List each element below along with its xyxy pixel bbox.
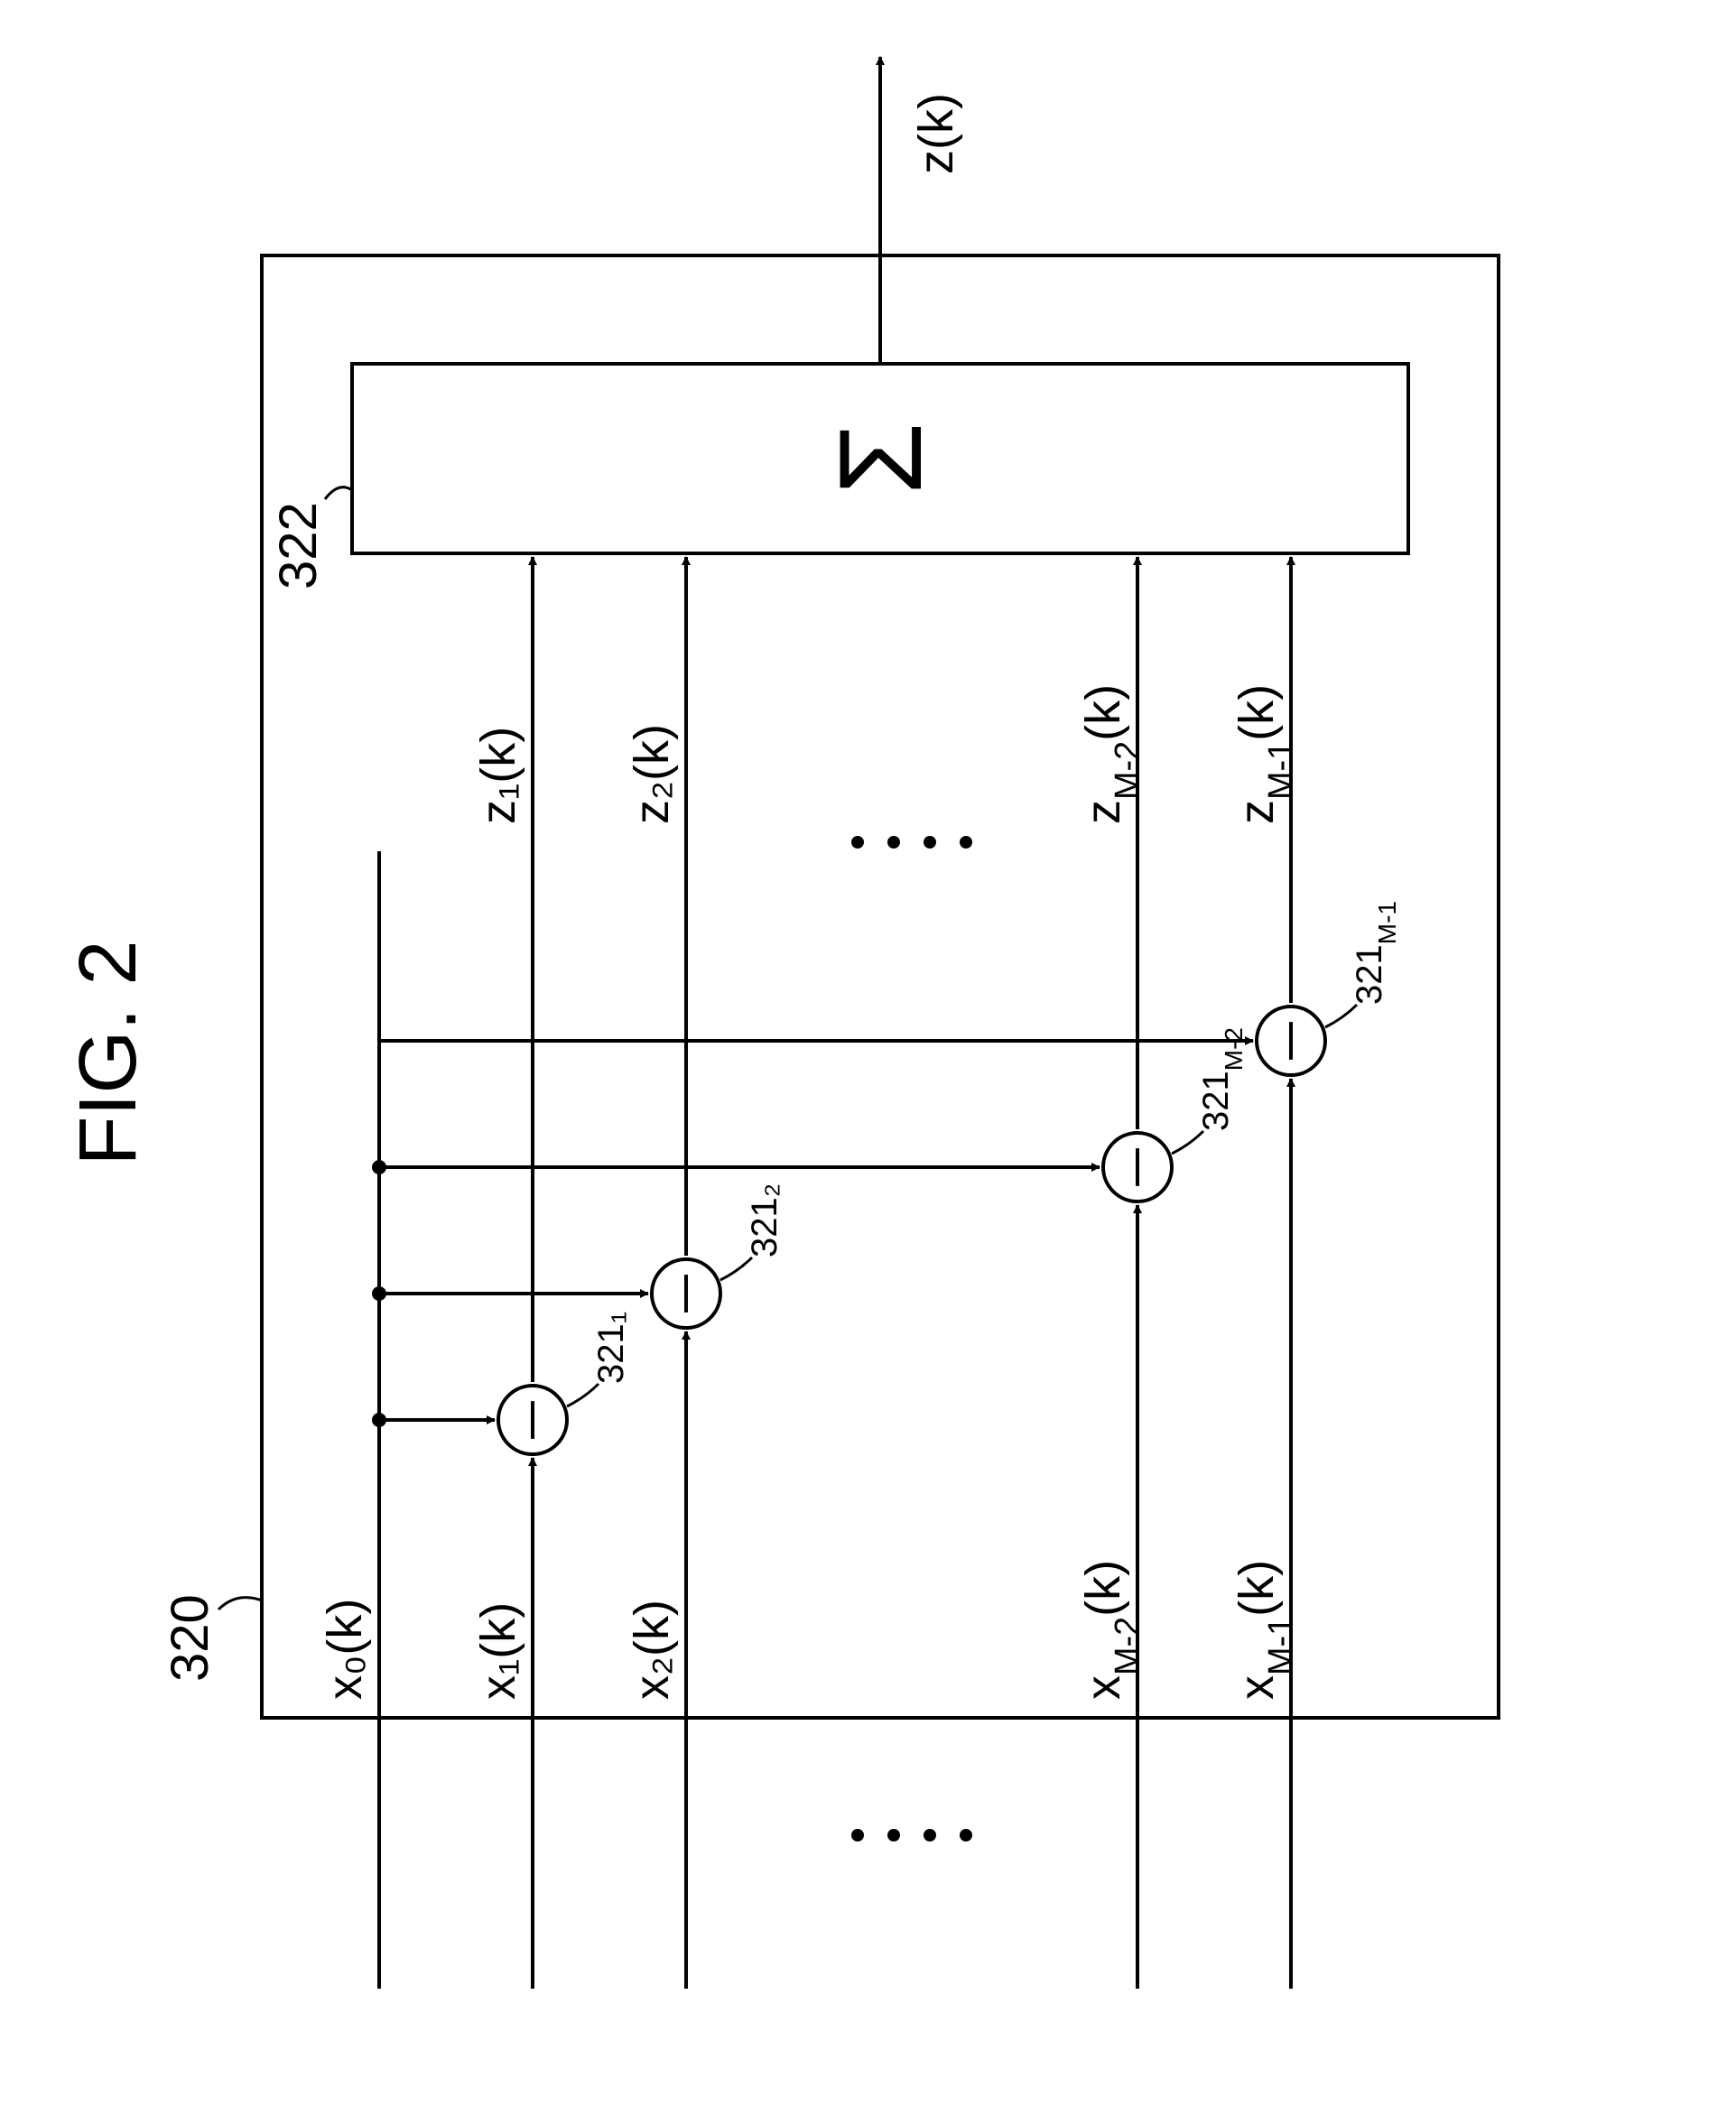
- diagram-stage: 320Σ322FIG. 2x₀(k)x₁(k)x₂(k)xM-2(k)xM-1(…: [0, 0, 1736, 2106]
- svg-text:FIG. 2: FIG. 2: [63, 940, 153, 1165]
- svg-text:321M-2: 321M-2: [1196, 1027, 1248, 1131]
- svg-text:z(k): z(k): [909, 93, 963, 174]
- svg-text:x₀(k): x₀(k): [318, 1599, 372, 1700]
- svg-text:321₂: 321₂: [745, 1183, 784, 1257]
- svg-text:321₁: 321₁: [591, 1312, 631, 1384]
- svg-text:320: 320: [161, 1594, 219, 1682]
- diagram-svg: 320Σ322FIG. 2x₀(k)x₁(k)x₂(k)xM-2(k)xM-1(…: [0, 0, 1736, 2106]
- svg-text:x₁(k): x₁(k): [471, 1602, 525, 1700]
- svg-text:322: 322: [269, 502, 328, 589]
- svg-text:z₂(k): z₂(k): [625, 724, 679, 824]
- svg-text:x₂(k): x₂(k): [625, 1600, 679, 1700]
- svg-text:Σ: Σ: [814, 422, 946, 495]
- svg-text:z₁(k): z₁(k): [471, 727, 525, 824]
- svg-text:321M-1: 321M-1: [1350, 901, 1401, 1005]
